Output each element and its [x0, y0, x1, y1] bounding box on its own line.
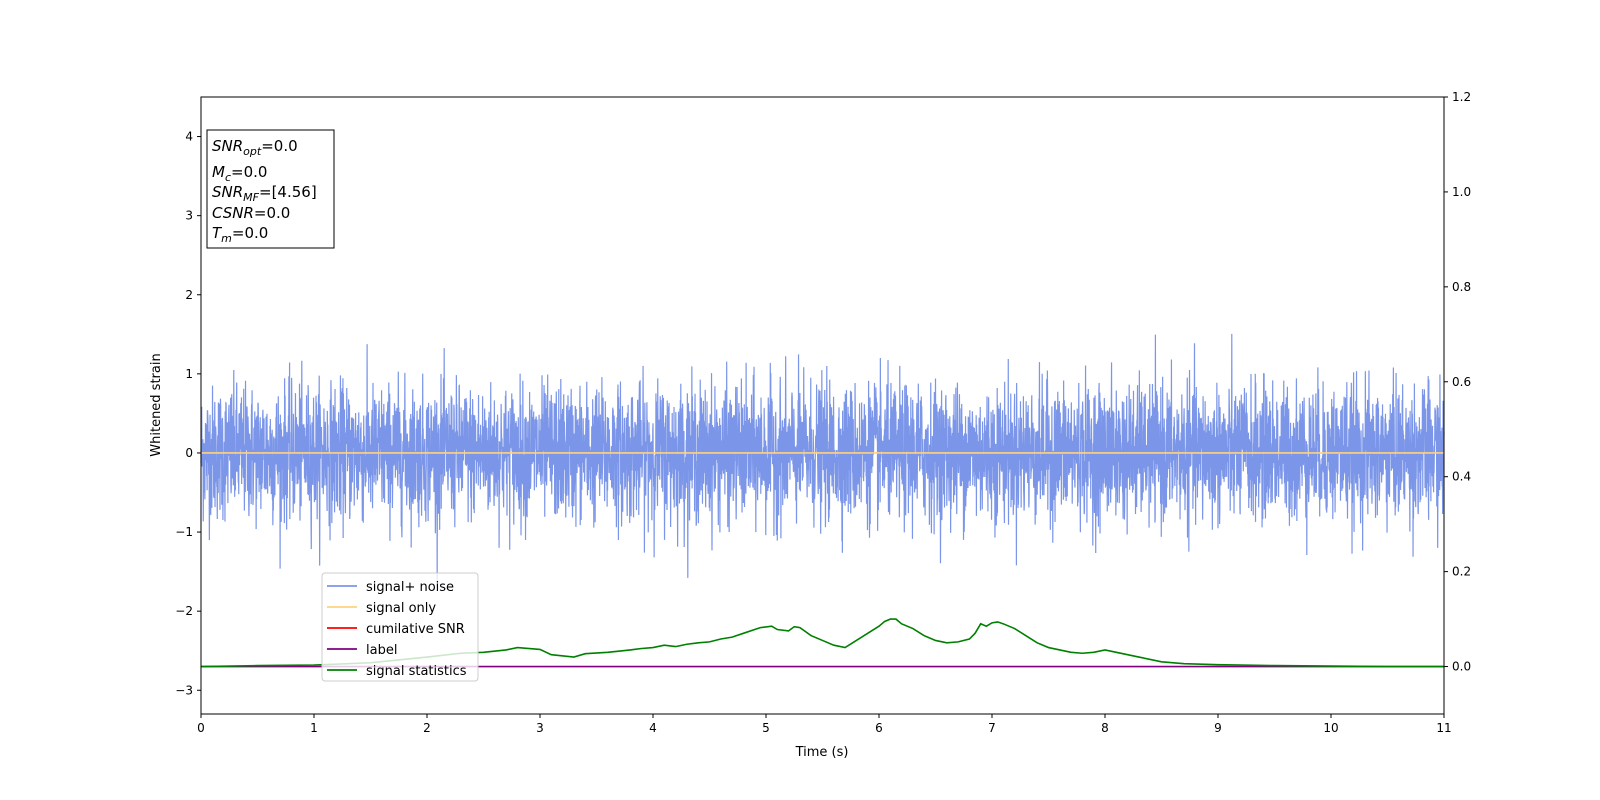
x-axis: 0 1 2 3 4 5 6 7 8 9 10 11: [197, 714, 1452, 735]
annotation-subscript: c: [225, 171, 231, 184]
legend-label: signal statistics: [366, 664, 467, 679]
annotation-subscript: opt: [243, 145, 262, 158]
legend-label: signal only: [366, 601, 436, 616]
annotation-line: Tm=0.0: [212, 224, 268, 245]
x-tick-label: 3: [536, 721, 544, 735]
x-tick-label: 9: [1214, 721, 1222, 735]
y-tick-label: 2: [185, 288, 193, 302]
annotation-value: =0.0: [232, 224, 268, 242]
annotation-symbol: M: [212, 163, 225, 181]
x-tick-label: 7: [988, 721, 996, 735]
x-tick-label: 2: [423, 721, 431, 735]
noise-series-layer: [200, 333, 1445, 587]
y-tick-label: −1: [175, 525, 193, 539]
x-tick-label: 5: [762, 721, 770, 735]
annotation-box: SNRopt=0.0Mc=0.0SNRMF=[4.56]CSNR=0.0Tm=0…: [206, 129, 335, 249]
annotation-value: =0.0: [261, 137, 297, 155]
annotation-value: =[4.56]: [259, 183, 317, 201]
y-tick-label: 3: [185, 209, 193, 223]
x-tick-label: 10: [1323, 721, 1338, 735]
legend: signal+ noise signal only cumilative SNR la…: [321, 572, 479, 682]
y2-tick-label: 0.0: [1452, 660, 1471, 674]
y-tick-label: −3: [175, 683, 193, 697]
series-signal-noise-line: [200, 333, 1445, 587]
x-tick-label: 0: [197, 721, 205, 735]
legend-label: label: [366, 643, 397, 658]
x-tick-label: 8: [1101, 721, 1109, 735]
y-tick-label: 1: [185, 367, 193, 381]
annotation-line: Mc=0.0: [212, 163, 267, 184]
annotation-subscript: m: [221, 232, 232, 245]
annotation-symbol: CSNR: [212, 204, 254, 222]
y2-tick-label: 1.2: [1452, 90, 1471, 104]
legend-label: cumilative SNR: [366, 622, 465, 637]
annotation-line: SNRMF=[4.56]: [212, 183, 317, 204]
y2-tick-label: 0.4: [1452, 470, 1471, 484]
y2-tick-label: 0.2: [1452, 565, 1471, 579]
annotation-line: CSNR=0.0: [212, 204, 290, 222]
y2-tick-label: 0.8: [1452, 280, 1471, 294]
annotation-value: =0.0: [254, 204, 290, 222]
y-tick-label: 0: [185, 446, 193, 460]
x-tick-label: 4: [649, 721, 657, 735]
annotation-line: SNRopt=0.0: [212, 137, 298, 158]
y-axis-label: Whitened strain: [149, 353, 164, 456]
x-tick-label: 6: [875, 721, 883, 735]
x-tick-label: 11: [1436, 721, 1451, 735]
x-tick-label: 1: [310, 721, 318, 735]
y-tick-label: 4: [185, 130, 193, 144]
annotation-subscript: MF: [243, 191, 259, 204]
x-axis-label: Time (s): [795, 745, 849, 760]
y-tick-label: −2: [175, 604, 193, 618]
annotation-symbol: T: [212, 224, 223, 242]
y-axis-left: −3 −2 −1 0 1 2 3 4: [175, 130, 201, 697]
legend-label: signal+ noise: [366, 580, 454, 595]
y-axis-right: 0.0 0.2 0.4 0.6 0.8 1.0 1.2: [1444, 90, 1471, 674]
annotation-value: =0.0: [231, 163, 267, 181]
annotation-symbol: SNR: [212, 137, 243, 155]
series-line-4: [200, 618, 1444, 668]
y2-tick-label: 0.6: [1452, 375, 1471, 389]
plot-frame: [200, 96, 1445, 715]
y2-tick-label: 1.0: [1452, 185, 1471, 199]
annotation-symbol: SNR: [212, 183, 243, 201]
